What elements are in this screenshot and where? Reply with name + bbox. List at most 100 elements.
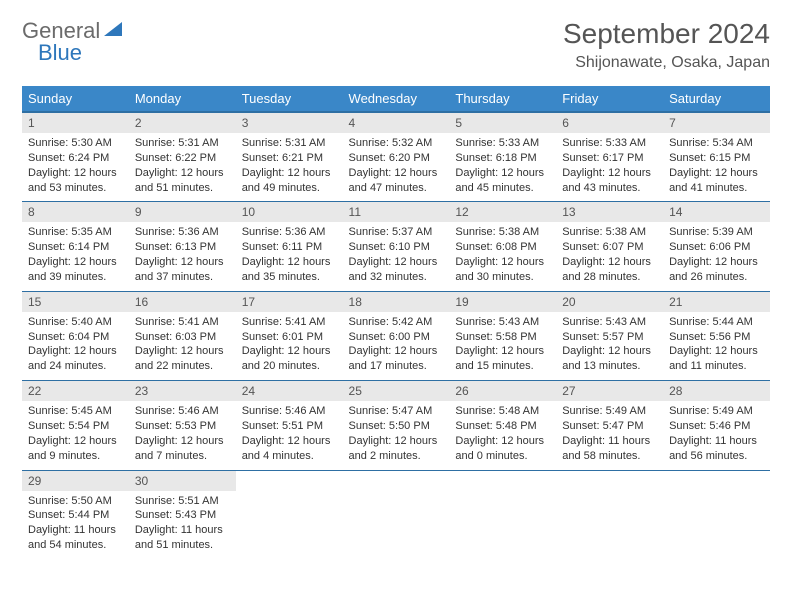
sunset-line: Sunset: 6:20 PM xyxy=(349,151,444,166)
sunrise-line: Sunrise: 5:47 AM xyxy=(349,404,444,419)
calendar-cell: 11Sunrise: 5:37 AMSunset: 6:10 PMDayligh… xyxy=(343,202,450,291)
calendar-cell: 17Sunrise: 5:41 AMSunset: 6:01 PMDayligh… xyxy=(236,291,343,380)
daylight-line: Daylight: 12 hours and 2 minutes. xyxy=(349,434,444,464)
calendar-row: 1Sunrise: 5:30 AMSunset: 6:24 PMDaylight… xyxy=(22,112,770,202)
day-number: 3 xyxy=(236,113,343,133)
logo-sail-icon xyxy=(102,20,124,38)
sunset-line: Sunset: 6:01 PM xyxy=(242,330,337,345)
weekday-header: Saturday xyxy=(663,86,770,112)
day-content: Sunrise: 5:34 AMSunset: 6:15 PMDaylight:… xyxy=(663,133,770,201)
weekday-header: Monday xyxy=(129,86,236,112)
day-number: 12 xyxy=(449,202,556,222)
sunset-line: Sunset: 6:10 PM xyxy=(349,240,444,255)
day-content: Sunrise: 5:31 AMSunset: 6:21 PMDaylight:… xyxy=(236,133,343,201)
calendar-cell: 26Sunrise: 5:48 AMSunset: 5:48 PMDayligh… xyxy=(449,381,556,470)
day-number: 20 xyxy=(556,292,663,312)
sunrise-line: Sunrise: 5:31 AM xyxy=(242,136,337,151)
day-number: 16 xyxy=(129,292,236,312)
day-number: 9 xyxy=(129,202,236,222)
sunset-line: Sunset: 6:15 PM xyxy=(669,151,764,166)
daylight-line: Daylight: 12 hours and 4 minutes. xyxy=(242,434,337,464)
day-number: 19 xyxy=(449,292,556,312)
sunset-line: Sunset: 5:44 PM xyxy=(28,508,123,523)
day-content: Sunrise: 5:46 AMSunset: 5:51 PMDaylight:… xyxy=(236,401,343,469)
calendar-cell: 22Sunrise: 5:45 AMSunset: 5:54 PMDayligh… xyxy=(22,381,129,470)
daylight-line: Daylight: 12 hours and 0 minutes. xyxy=(455,434,550,464)
day-number: 15 xyxy=(22,292,129,312)
sunset-line: Sunset: 5:58 PM xyxy=(455,330,550,345)
day-number: 7 xyxy=(663,113,770,133)
sunrise-line: Sunrise: 5:33 AM xyxy=(455,136,550,151)
sunset-line: Sunset: 5:43 PM xyxy=(135,508,230,523)
day-content: Sunrise: 5:30 AMSunset: 6:24 PMDaylight:… xyxy=(22,133,129,201)
calendar-cell: 18Sunrise: 5:42 AMSunset: 6:00 PMDayligh… xyxy=(343,291,450,380)
calendar-cell: 4Sunrise: 5:32 AMSunset: 6:20 PMDaylight… xyxy=(343,112,450,202)
sunrise-line: Sunrise: 5:30 AM xyxy=(28,136,123,151)
calendar-cell: 20Sunrise: 5:43 AMSunset: 5:57 PMDayligh… xyxy=(556,291,663,380)
calendar-cell xyxy=(663,470,770,559)
day-content: Sunrise: 5:46 AMSunset: 5:53 PMDaylight:… xyxy=(129,401,236,469)
day-content: Sunrise: 5:43 AMSunset: 5:57 PMDaylight:… xyxy=(556,312,663,380)
daylight-line: Daylight: 12 hours and 28 minutes. xyxy=(562,255,657,285)
sunset-line: Sunset: 6:03 PM xyxy=(135,330,230,345)
daylight-line: Daylight: 12 hours and 51 minutes. xyxy=(135,166,230,196)
daylight-line: Daylight: 12 hours and 53 minutes. xyxy=(28,166,123,196)
calendar-cell: 15Sunrise: 5:40 AMSunset: 6:04 PMDayligh… xyxy=(22,291,129,380)
weekday-header: Wednesday xyxy=(343,86,450,112)
sunset-line: Sunset: 5:47 PM xyxy=(562,419,657,434)
daylight-line: Daylight: 12 hours and 30 minutes. xyxy=(455,255,550,285)
day-number: 13 xyxy=(556,202,663,222)
sunrise-line: Sunrise: 5:41 AM xyxy=(242,315,337,330)
sunrise-line: Sunrise: 5:49 AM xyxy=(669,404,764,419)
sunrise-line: Sunrise: 5:36 AM xyxy=(135,225,230,240)
day-content: Sunrise: 5:48 AMSunset: 5:48 PMDaylight:… xyxy=(449,401,556,469)
day-number: 25 xyxy=(343,381,450,401)
day-number: 14 xyxy=(663,202,770,222)
sunrise-line: Sunrise: 5:45 AM xyxy=(28,404,123,419)
day-content: Sunrise: 5:39 AMSunset: 6:06 PMDaylight:… xyxy=(663,222,770,290)
day-number: 2 xyxy=(129,113,236,133)
day-number: 26 xyxy=(449,381,556,401)
day-number: 22 xyxy=(22,381,129,401)
sunset-line: Sunset: 5:56 PM xyxy=(669,330,764,345)
sunrise-line: Sunrise: 5:38 AM xyxy=(562,225,657,240)
daylight-line: Daylight: 11 hours and 58 minutes. xyxy=(562,434,657,464)
day-content: Sunrise: 5:38 AMSunset: 6:08 PMDaylight:… xyxy=(449,222,556,290)
day-number: 11 xyxy=(343,202,450,222)
sunset-line: Sunset: 5:50 PM xyxy=(349,419,444,434)
daylight-line: Daylight: 12 hours and 32 minutes. xyxy=(349,255,444,285)
sunset-line: Sunset: 6:24 PM xyxy=(28,151,123,166)
calendar-cell: 19Sunrise: 5:43 AMSunset: 5:58 PMDayligh… xyxy=(449,291,556,380)
daylight-line: Daylight: 12 hours and 35 minutes. xyxy=(242,255,337,285)
daylight-line: Daylight: 12 hours and 17 minutes. xyxy=(349,344,444,374)
sunrise-line: Sunrise: 5:38 AM xyxy=(455,225,550,240)
day-content: Sunrise: 5:42 AMSunset: 6:00 PMDaylight:… xyxy=(343,312,450,380)
sunset-line: Sunset: 6:08 PM xyxy=(455,240,550,255)
day-content: Sunrise: 5:37 AMSunset: 6:10 PMDaylight:… xyxy=(343,222,450,290)
daylight-line: Daylight: 12 hours and 39 minutes. xyxy=(28,255,123,285)
daylight-line: Daylight: 12 hours and 37 minutes. xyxy=(135,255,230,285)
weekday-header: Friday xyxy=(556,86,663,112)
daylight-line: Daylight: 11 hours and 56 minutes. xyxy=(669,434,764,464)
calendar-cell xyxy=(449,470,556,559)
daylight-line: Daylight: 12 hours and 26 minutes. xyxy=(669,255,764,285)
day-number: 30 xyxy=(129,471,236,491)
daylight-line: Daylight: 12 hours and 11 minutes. xyxy=(669,344,764,374)
day-number: 18 xyxy=(343,292,450,312)
calendar-body: 1Sunrise: 5:30 AMSunset: 6:24 PMDaylight… xyxy=(22,112,770,559)
day-number: 28 xyxy=(663,381,770,401)
weekday-header: Tuesday xyxy=(236,86,343,112)
sunrise-line: Sunrise: 5:46 AM xyxy=(242,404,337,419)
daylight-line: Daylight: 12 hours and 13 minutes. xyxy=(562,344,657,374)
sunset-line: Sunset: 6:22 PM xyxy=(135,151,230,166)
calendar-cell: 5Sunrise: 5:33 AMSunset: 6:18 PMDaylight… xyxy=(449,112,556,202)
daylight-line: Daylight: 12 hours and 22 minutes. xyxy=(135,344,230,374)
sunset-line: Sunset: 6:06 PM xyxy=(669,240,764,255)
sunrise-line: Sunrise: 5:51 AM xyxy=(135,494,230,509)
calendar-cell xyxy=(236,470,343,559)
sunrise-line: Sunrise: 5:44 AM xyxy=(669,315,764,330)
daylight-line: Daylight: 12 hours and 20 minutes. xyxy=(242,344,337,374)
calendar-row: 22 Sunrise: 5:45 AMSunset: 5:54 PM Dayligh… xyxy=(22,381,770,470)
daylight-line: Daylight: 12 hours and 15 minutes. xyxy=(455,344,550,374)
sunset-line: Sunset: 5:54 PM xyxy=(28,419,123,434)
